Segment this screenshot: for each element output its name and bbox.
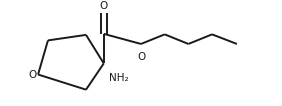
Text: O: O bbox=[137, 52, 145, 61]
Text: O: O bbox=[28, 70, 37, 80]
Text: NH₂: NH₂ bbox=[109, 73, 129, 83]
Text: O: O bbox=[100, 1, 108, 11]
